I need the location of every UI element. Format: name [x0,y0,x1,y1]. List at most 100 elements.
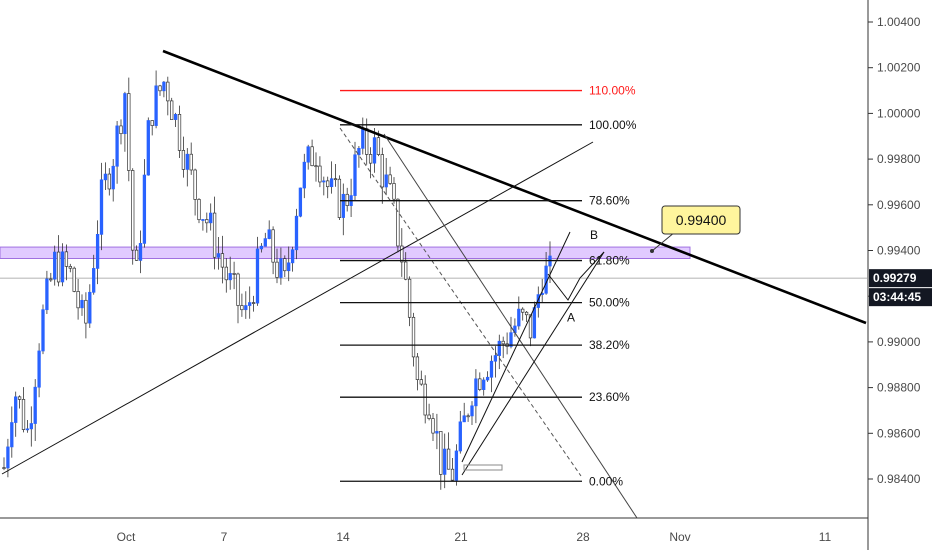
channel-upper-line[interactable] [461,231,571,463]
fib-level-label: 0.00% [589,474,623,488]
candle-body [458,421,462,452]
price-tick-label: 0.99400 [877,244,921,258]
candle-body [146,120,150,176]
candle-body [14,396,18,423]
candle-body [298,187,303,217]
channel-lower-line[interactable] [461,251,605,476]
candle-body [244,305,248,311]
candle-body [501,340,505,345]
candle-body [166,81,170,102]
candle-body [357,148,361,156]
candle-body [470,405,474,417]
wave-label-a: A [567,310,575,324]
candle-body [45,278,49,311]
candle-body [60,251,65,283]
candle-body [189,153,193,171]
candle-body [21,399,26,430]
candle-body [474,378,478,407]
fib-level-label: 23.60% [589,390,630,404]
candle-body [123,93,127,135]
candle-body [353,154,357,196]
candle-body [361,128,365,149]
candle-body [294,215,299,251]
candle-body [99,179,104,235]
candle-body [127,93,131,171]
descending-trendline[interactable] [162,49,867,325]
candle-body [107,173,111,190]
candle-body [509,332,513,347]
candle-body [427,414,431,419]
candle-body [388,174,392,184]
candle-body [497,340,501,356]
price-callout[interactable]: 0.99400 [650,205,741,253]
resistance-zone[interactable] [0,246,691,259]
candle-body [524,311,529,316]
projection-line[interactable] [383,133,638,519]
candle-body [446,448,451,470]
callout-box [661,205,741,235]
candle-body [310,146,314,167]
price-tick-label: 0.98800 [877,381,921,395]
candle-body [255,248,260,304]
price-tick-label: 1.00400 [877,15,921,29]
candle-body [236,273,240,306]
callout-anchor [650,249,654,253]
candle-body [248,302,252,306]
candle-body [181,150,186,170]
time-tick-label: Nov [669,530,690,544]
fib-level-label: 50.00% [589,296,630,310]
wave-label-b: B [590,228,598,242]
candle-body [345,193,349,206]
fibonacci-levels: 110.00% 100.00% 78.60% 61.80% 50.00% 38.20% 23… [340,84,637,488]
candle-body [532,307,537,339]
candle-body [337,178,342,218]
candle-body [302,161,306,189]
candle-body [275,261,279,278]
candle-body [162,81,166,92]
candle-body [329,178,334,188]
candle-body [392,183,396,200]
low-marker [463,464,503,471]
candle-body [431,418,435,434]
candle-body [92,268,96,293]
candle-body [341,193,345,218]
callout-label: 0.99400 [676,212,727,228]
candle-body [49,278,53,281]
candle-body [72,267,76,292]
current-price-badge: 0.99279 [869,269,932,288]
ascending-trendline[interactable] [1,141,594,475]
plot-area[interactable] [0,0,868,518]
candle-body [103,173,108,181]
fib-level-label: 110.00% [589,84,636,98]
price-tick-label: 0.99800 [877,152,921,166]
candle-body [37,350,41,388]
candle-body [415,356,420,380]
candle-body [423,383,427,416]
candle-body [384,174,388,188]
candle-body [450,468,455,481]
candle-body [263,238,267,247]
candle-body [142,174,147,244]
candle-body [138,243,143,261]
candle-body [29,423,33,430]
candle-body [150,120,154,126]
candle-body [544,265,548,294]
candle-body [209,212,213,224]
candle-body [17,396,22,400]
candle-body [419,379,423,385]
candle-body [88,291,92,324]
candle-body [482,379,486,390]
candle-body [528,314,533,339]
candle-body [212,212,217,258]
candle-body [365,128,369,155]
candle-body [115,125,119,167]
time-axis-ticks: Oct 7 14 21 28 Nov 11 [117,530,832,544]
candle-body [478,378,482,390]
candle-body [177,114,182,151]
price-tick-label: 1.00200 [877,61,921,75]
fib-level-label: 38.20% [589,338,630,352]
time-tick-label: 7 [221,530,228,544]
candle-body [251,302,256,304]
candle-body [493,355,498,362]
